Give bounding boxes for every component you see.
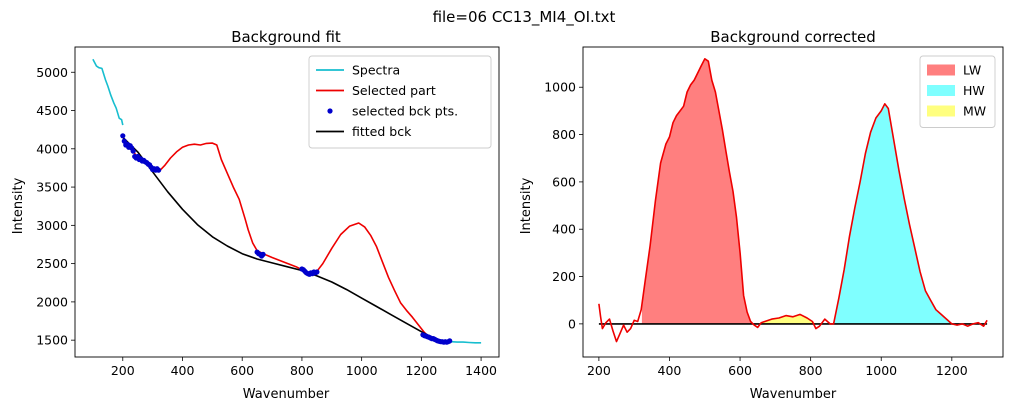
background-corrected-legend-lw-label: LW: [963, 63, 981, 78]
background-fit-legend-selected-bck-pts--marker: [327, 108, 333, 114]
background-fit-legend-selected-bck-pts--label: selected bck pts.: [352, 104, 458, 119]
background-corrected-plot-area: [598, 58, 988, 343]
background-corrected-panel: Background corrected 200 400 600 800 1000 120…: [519, 28, 1004, 402]
figure-suptitle: file=06 CC13_MI4_OI.txt: [433, 8, 616, 27]
background-fit-ytick-label: 4500: [36, 103, 68, 118]
background-fit-axes-frame: [74, 46, 500, 358]
background-corrected-legend-hw-swatch: [927, 85, 955, 96]
background-corrected-legend-lw-swatch: [927, 64, 955, 76]
background-corrected-legend: LW HW MW: [919, 55, 996, 128]
background-corrected-xtick-label: 400: [658, 363, 682, 378]
background-corrected-xtick-label: 200: [587, 363, 611, 378]
background-fit-xlabel: Wavenumber: [243, 387, 330, 402]
background-corrected-series-corrected-spectrum-line: [598, 58, 988, 343]
background-fit-ytick-label: 1500: [36, 333, 68, 348]
background-corrected-legend-hw-label: HW: [963, 83, 985, 98]
background-fit-xtick-label: 400: [171, 363, 195, 378]
background-fit-series-fitted-bck-line: [122, 136, 452, 344]
background-corrected-ytick-label: 0: [568, 316, 576, 331]
background-fit-xtick-label: 800: [290, 363, 314, 378]
background-fit-xtick-label: 1000: [346, 363, 378, 378]
background-corrected-xtick-label: 600: [728, 363, 752, 378]
background-corrected-xtick-label: 1200: [936, 363, 968, 378]
background-fit-series-spectra-line: [92, 58, 124, 126]
background-fit-xtick-label: 1400: [465, 363, 497, 378]
background-fit-series-selected-bck-pts--point: [156, 167, 162, 173]
background-fit-plot-area: [92, 58, 482, 345]
background-corrected-title: Background corrected: [710, 28, 876, 46]
background-fit-legend-selected-part-label: Selected part: [352, 83, 436, 98]
background-fit-series-selected-bck-pts--point: [314, 269, 320, 275]
background-fit-ytick-label: 3500: [36, 180, 68, 195]
background-corrected-ytick-label: 400: [552, 222, 576, 237]
background-corrected-ytick-label: 1000: [544, 80, 576, 95]
background-corrected-xlabel: Wavenumber: [750, 387, 837, 402]
background-fit-xtick-label: 200: [111, 363, 135, 378]
background-fit-legend-box: [308, 55, 492, 149]
background-fit-series-selected-bck-pts--point: [120, 133, 126, 139]
background-corrected-ylabel: Intensity: [519, 177, 534, 234]
background-fit-ytick-label: 5000: [36, 65, 68, 80]
background-fit-legend-fitted-bck-label: fitted bck: [352, 124, 412, 139]
background-corrected-legend-mw-swatch: [927, 105, 955, 117]
background-fit-ytick-label: 4000: [36, 141, 68, 156]
background-corrected-ytick-label: 200: [552, 269, 576, 284]
background-fit-xtick-label: 1200: [405, 363, 437, 378]
background-fit-ytick-label: 3000: [36, 218, 68, 233]
background-fit-ytick-label: 2500: [36, 256, 68, 271]
background-fit-series-selected-bck-pts--point: [130, 148, 136, 154]
background-corrected-ytick-label: 600: [552, 174, 576, 189]
background-fit-series-selected-part-line: [122, 136, 452, 343]
background-corrected-ytick-label: 800: [552, 127, 576, 142]
background-corrected-xtick-label: 1000: [865, 363, 897, 378]
background-fit-xtick-label: 600: [230, 363, 254, 378]
background-fit-legend-spectra-label: Spectra: [352, 63, 400, 78]
background-corrected-ticks: 200 400 600 800 1000 1200 0 200 400 600 800 1000: [544, 80, 968, 378]
background-corrected-xtick-label: 800: [799, 363, 823, 378]
background-corrected-series-mw-area: [759, 314, 816, 324]
background-fit-ticks: 200 400 600 800 1000 1200 1400 1500 2000 2500 3000…: [36, 65, 497, 378]
background-fit-legend: Spectra Selected part selected bck pts. fit…: [308, 55, 492, 149]
background-fit-title: Background fit: [231, 28, 341, 46]
background-corrected-series-hw-area: [833, 103, 951, 324]
background-corrected-axes-frame: [582, 46, 1004, 358]
background-fit-panel: Background fit 200 400 600 800 1000 1200 1400 1…: [11, 28, 500, 402]
background-fit-series-selected-bck-pts--point: [447, 338, 453, 344]
background-fit-series-selected-bck-pts--point: [260, 251, 266, 257]
background-corrected-series-lw-area: [641, 58, 753, 324]
background-fit-ytick-label: 2000: [36, 294, 68, 309]
background-corrected-legend-mw-label: MW: [963, 104, 986, 119]
background-fit-ylabel: Intensity: [11, 177, 26, 234]
